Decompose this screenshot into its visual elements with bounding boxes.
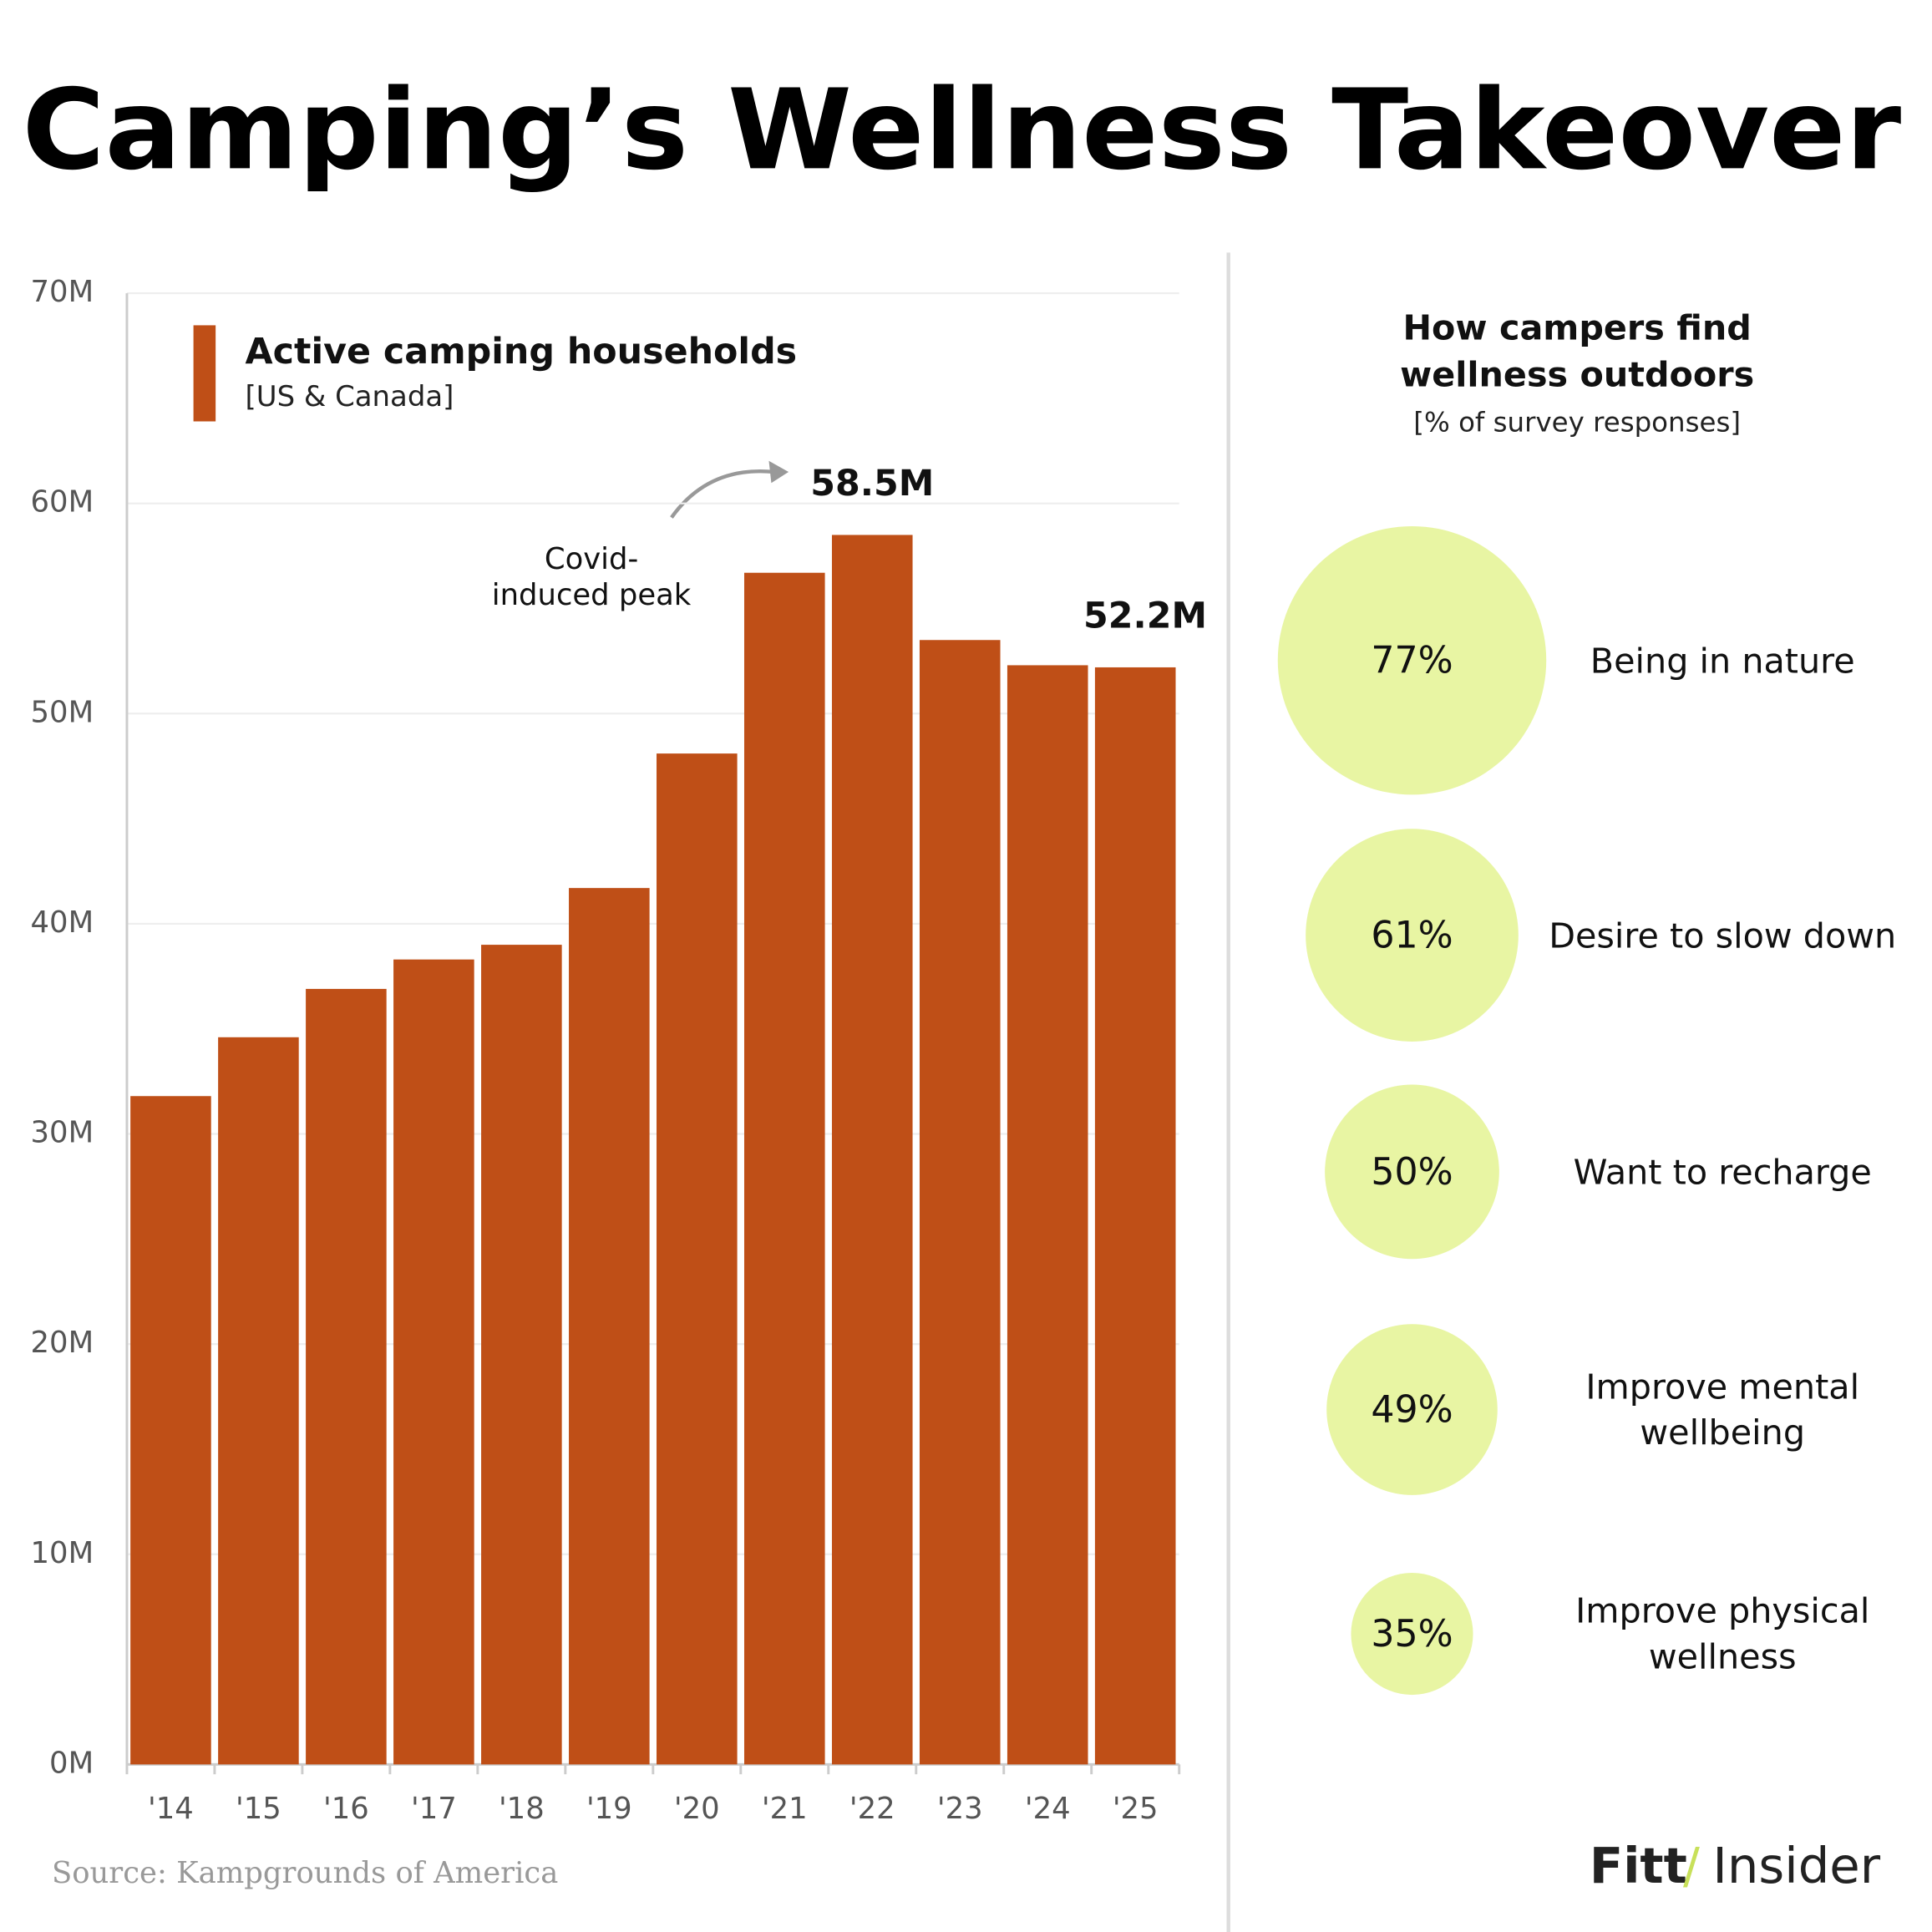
- x-tick-label: '19: [586, 1792, 632, 1826]
- panel-title: wellness outdoors: [1400, 354, 1754, 394]
- y-tick-label: 50M: [31, 695, 94, 729]
- bar: [130, 1096, 211, 1765]
- x-tick-label: '17: [411, 1792, 457, 1826]
- bubble-label: 61%: [1371, 915, 1453, 957]
- bar: [1094, 667, 1176, 1765]
- bubble-label: 77%: [1371, 640, 1453, 682]
- brand: Fitt: [1590, 1837, 1687, 1894]
- y-tick-label: 40M: [31, 905, 94, 940]
- bubble-label: 50%: [1371, 1151, 1453, 1194]
- category-label: Desire to slow down: [1549, 915, 1897, 956]
- category-label: Improve physical wellness: [1575, 1590, 1870, 1677]
- y-tick-label: 20M: [31, 1326, 94, 1360]
- data-label: 52.2M: [1083, 595, 1207, 636]
- bar: [218, 1037, 299, 1765]
- bar: [306, 988, 387, 1765]
- bubble: [1325, 1084, 1499, 1260]
- x-tick-label: '22: [849, 1792, 895, 1826]
- category-label: Want to recharge: [1573, 1151, 1872, 1193]
- bubble: [1277, 525, 1547, 795]
- bar: [743, 572, 825, 1765]
- y-tick-label: 0M: [49, 1746, 94, 1780]
- data-label: 58.5M: [810, 463, 934, 505]
- page-title: Camping’s Wellness Takeover: [23, 66, 1902, 195]
- bar: [1007, 665, 1088, 1765]
- legend-swatch: [193, 325, 216, 422]
- bar: [569, 888, 650, 1765]
- annotation-arrow: [670, 469, 774, 519]
- bar: [919, 640, 1001, 1765]
- category-text: Want to recharge: [1573, 1151, 1872, 1193]
- x-tick-label: '15: [236, 1792, 281, 1826]
- bubble: [1351, 1572, 1473, 1696]
- bubble-label: 35%: [1371, 1613, 1453, 1656]
- x-tick-label: '21: [762, 1792, 808, 1826]
- bar: [831, 535, 913, 1765]
- x-tick-label: '18: [499, 1792, 545, 1826]
- bar: [657, 753, 738, 1765]
- bubble-label: 49%: [1371, 1388, 1453, 1431]
- bar: [481, 945, 562, 1765]
- brand: Insider: [1712, 1837, 1880, 1894]
- x-tick-label: '23: [937, 1792, 983, 1826]
- annotation: induced peak: [492, 578, 692, 612]
- y-tick-label: 10M: [31, 1536, 94, 1570]
- x-tick-label: '20: [674, 1792, 720, 1826]
- y-tick-label: 60M: [31, 485, 94, 520]
- legend-subtitle: [US & Canada]: [246, 380, 454, 413]
- brand-slash: /: [1683, 1837, 1700, 1894]
- legend-label: Active camping households: [246, 331, 798, 373]
- bar: [393, 959, 474, 1765]
- bubble: [1306, 829, 1519, 1042]
- category-text: Improve physical wellness: [1575, 1590, 1870, 1677]
- category-text: Desire to slow down: [1549, 915, 1897, 956]
- annotation-arrowhead: [768, 460, 789, 484]
- panel-title: How campers find: [1403, 307, 1752, 347]
- y-tick-label: 30M: [31, 1116, 94, 1150]
- x-tick-label: '24: [1025, 1792, 1071, 1826]
- x-tick-label: '25: [1113, 1792, 1159, 1826]
- category-text: Being in nature: [1590, 640, 1855, 682]
- bubble: [1326, 1324, 1498, 1495]
- y-tick-label: 70M: [31, 275, 94, 309]
- x-tick-label: '16: [323, 1792, 369, 1826]
- category-label: Being in nature: [1590, 640, 1855, 682]
- panel-subtitle: [% of survey responses]: [1413, 406, 1741, 438]
- annotation: Covid-: [545, 542, 638, 576]
- category-label: Improve mental wellbeing: [1585, 1366, 1860, 1453]
- x-tick-label: '14: [148, 1792, 194, 1826]
- category-text: Improve mental wellbeing: [1585, 1366, 1860, 1453]
- source: Source: Kampgrounds of America: [52, 1856, 558, 1890]
